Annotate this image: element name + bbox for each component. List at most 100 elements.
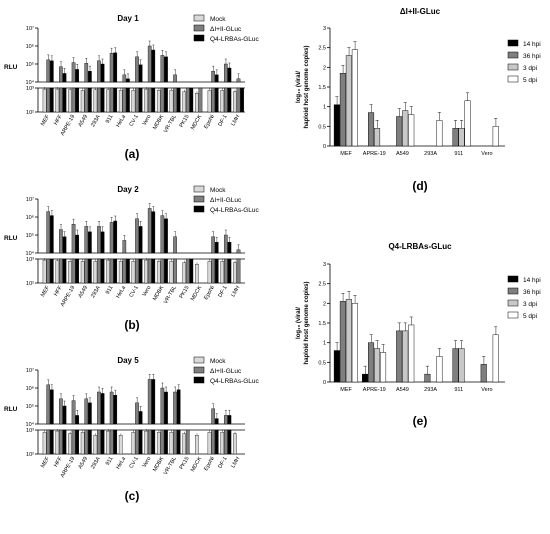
bar (207, 432, 212, 455)
chart-title: Day 5 (117, 356, 139, 365)
bar (452, 128, 459, 147)
bar (164, 87, 168, 113)
y-tick-label: 10² (26, 452, 34, 458)
bar (227, 415, 232, 425)
bar (49, 215, 54, 254)
y-axis-label-line2: haploid host genome copies) (304, 281, 310, 364)
y-tick-label: 10⁷ (26, 25, 34, 32)
bar (236, 78, 241, 83)
bar (160, 387, 165, 425)
bar (62, 73, 67, 83)
bar (62, 236, 67, 254)
bar (59, 229, 63, 254)
bar (84, 258, 89, 284)
bar (100, 429, 105, 455)
x-tick-label: 293A (90, 285, 102, 299)
legend-label: Q4-LRBAs-GLuc (210, 36, 260, 43)
bar (122, 258, 127, 284)
bar (118, 435, 123, 455)
bar (144, 259, 148, 284)
bar (408, 324, 415, 383)
x-tick-label: PK15 (179, 285, 191, 300)
legend-label: ΔI+II-GLuc (210, 368, 242, 375)
bar (49, 429, 54, 455)
bar (135, 87, 139, 113)
x-tick-label: MDCK (190, 285, 203, 302)
bar (55, 88, 60, 113)
bar (333, 350, 340, 383)
legend-label: 3 dpi (523, 301, 537, 308)
bar (71, 62, 76, 83)
legend-swatch (507, 51, 519, 59)
y-tick-label: 10² (26, 281, 34, 287)
bar (71, 429, 76, 455)
panel-label: (c) (125, 489, 140, 503)
bar (195, 264, 199, 284)
bar (97, 429, 101, 455)
bar (189, 258, 194, 284)
bar (75, 69, 79, 83)
y-axis-label: RLU (4, 64, 18, 71)
y-tick-label: 0.5 (318, 124, 326, 130)
bar (118, 90, 123, 113)
bar (151, 379, 156, 425)
x-tick-label: MEF (40, 455, 51, 469)
x-tick-label: HeLa (115, 113, 127, 128)
legend-label: ΔI+II-GLuc (210, 26, 242, 33)
bar (236, 258, 241, 284)
x-tick-label: 911 (105, 285, 115, 296)
bar (160, 258, 165, 284)
bar (169, 261, 174, 284)
legend-label: 5 dpi (523, 313, 537, 320)
bar (46, 384, 51, 425)
bar (138, 429, 143, 455)
bar (71, 87, 76, 113)
bar (464, 100, 471, 147)
bar (97, 87, 101, 113)
bar (71, 258, 76, 284)
x-tick-label: LMH (230, 114, 241, 127)
bar (147, 258, 152, 284)
bar (88, 429, 92, 455)
x-tick-label: Vero (142, 114, 153, 127)
bar (452, 348, 459, 383)
bar (46, 211, 51, 254)
x-tick-label: CV-1 (129, 114, 140, 128)
bar (68, 89, 72, 113)
legend-label: 36 hpi (523, 289, 541, 296)
legend-label: 36 hpi (523, 53, 541, 60)
bar (214, 418, 219, 425)
legend-swatch (193, 376, 205, 384)
y-tick-label: 10³ (26, 257, 34, 263)
bar (84, 398, 89, 425)
legend-label: 14 hpi (523, 41, 541, 48)
x-tick-label: MEF (340, 387, 352, 393)
bar (93, 435, 98, 455)
bar (135, 258, 139, 284)
bar (151, 429, 156, 455)
bar (147, 379, 152, 425)
y-tick-label: 0.5 (318, 360, 326, 366)
legend-swatch (507, 275, 519, 283)
bar (93, 89, 98, 113)
bar (214, 74, 219, 83)
bar (176, 429, 181, 455)
y-axis-label: RLU (4, 406, 18, 413)
x-tick-label: 293A (424, 387, 437, 393)
bar (345, 299, 352, 383)
y-tick-label: 10⁴ (26, 421, 35, 428)
bar (195, 93, 199, 113)
bar (424, 373, 431, 383)
x-tick-label: Vero (481, 151, 492, 157)
bar (240, 87, 244, 113)
x-tick-label: LMH (230, 456, 241, 469)
bar (164, 218, 168, 254)
x-tick-label: MDCK (190, 456, 203, 473)
y-tick-label: 0 (323, 144, 326, 150)
bar (211, 408, 215, 425)
y-tick-label: 0 (323, 380, 326, 386)
x-tick-label: DF-1 (217, 114, 228, 128)
bar (374, 128, 381, 147)
bar (113, 394, 118, 425)
